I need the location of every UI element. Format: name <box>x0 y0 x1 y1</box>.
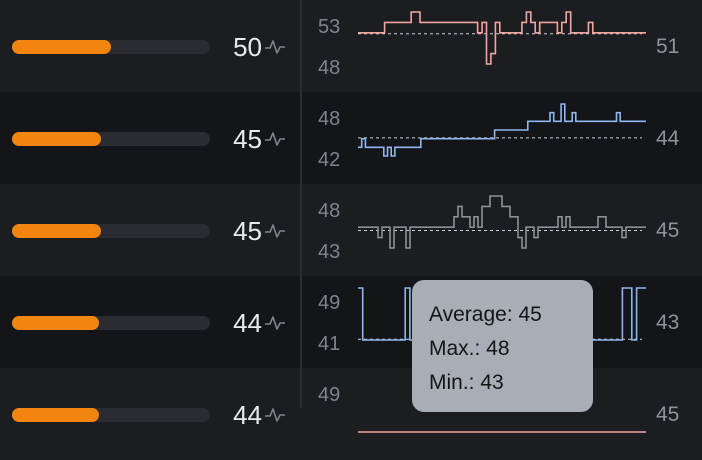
spark-min-label: 41 <box>318 333 341 355</box>
row-value: 45 <box>233 124 262 154</box>
sensor-row[interactable]: 45 48 43 45 <box>0 184 702 276</box>
sensor-row[interactable]: 50 53 48 51 <box>0 0 702 92</box>
level-bar-fill <box>12 224 102 238</box>
sensor-row[interactable]: 44 49 41 43 <box>0 276 702 368</box>
level-bar <box>12 316 210 330</box>
level-bar <box>12 40 210 54</box>
spark-max-label: 48 <box>318 200 341 222</box>
spark-min-label: 42 <box>318 149 341 171</box>
spark-max-label: 48 <box>318 108 341 130</box>
row-value: 50 <box>233 32 262 62</box>
stats-tooltip: Average: 45 Max.: 48 Min.: 43 <box>412 280 593 412</box>
row-gauge: 45 <box>0 92 300 184</box>
level-bar-fill <box>12 132 102 146</box>
level-bar <box>12 408 210 422</box>
level-bar <box>12 132 210 146</box>
pulse-icon[interactable] <box>264 406 286 424</box>
current-value-label: 45 <box>656 219 680 242</box>
sensor-row[interactable]: 45 48 42 44 <box>0 92 702 184</box>
sparkline-series <box>358 195 646 249</box>
tooltip-average: Average: 45 <box>429 303 542 326</box>
row-value: 45 <box>233 216 262 246</box>
spark-max-label: 49 <box>318 384 341 406</box>
level-bar-fill <box>12 40 111 54</box>
current-value-label: 45 <box>656 403 680 426</box>
current-value-label: 51 <box>656 35 680 58</box>
current-value-label: 44 <box>656 127 680 150</box>
row-gauge: 50 <box>0 0 300 92</box>
level-bar-fill <box>12 408 100 422</box>
pulse-icon[interactable] <box>264 130 286 148</box>
sparkline-cell[interactable]: 49 41 43 <box>302 276 702 368</box>
pulse-icon[interactable] <box>264 222 286 240</box>
sparkline-cell[interactable]: 48 42 44 <box>302 92 702 184</box>
row-value: 44 <box>233 400 262 430</box>
row-gauge: 44 <box>0 368 300 460</box>
pulse-icon[interactable] <box>264 314 286 332</box>
sparkline-cell[interactable]: 53 48 51 <box>302 0 702 92</box>
spark-min-label: 43 <box>318 241 341 263</box>
sensor-row[interactable]: 44 49 45 <box>0 368 702 460</box>
tooltip-max: Max.: 48 <box>429 337 510 360</box>
sparkline <box>358 11 646 65</box>
row-value: 44 <box>233 308 262 338</box>
spark-max-label: 53 <box>318 16 341 38</box>
current-value-label: 43 <box>656 311 680 334</box>
pulse-icon[interactable] <box>264 38 286 56</box>
sparkline-series <box>358 103 646 157</box>
tooltip-min: Min.: 43 <box>429 371 504 394</box>
column-divider <box>300 0 302 408</box>
spark-min-label: 48 <box>318 57 341 79</box>
sparkline <box>358 103 646 157</box>
sparkline-series <box>358 11 646 65</box>
level-bar-fill <box>12 316 100 330</box>
level-bar <box>12 224 210 238</box>
sparkline <box>358 195 646 249</box>
row-gauge: 45 <box>0 184 300 276</box>
row-gauge: 44 <box>0 276 300 368</box>
sparkline-cell[interactable]: 48 43 45 <box>302 184 702 276</box>
spark-max-label: 49 <box>318 292 341 314</box>
